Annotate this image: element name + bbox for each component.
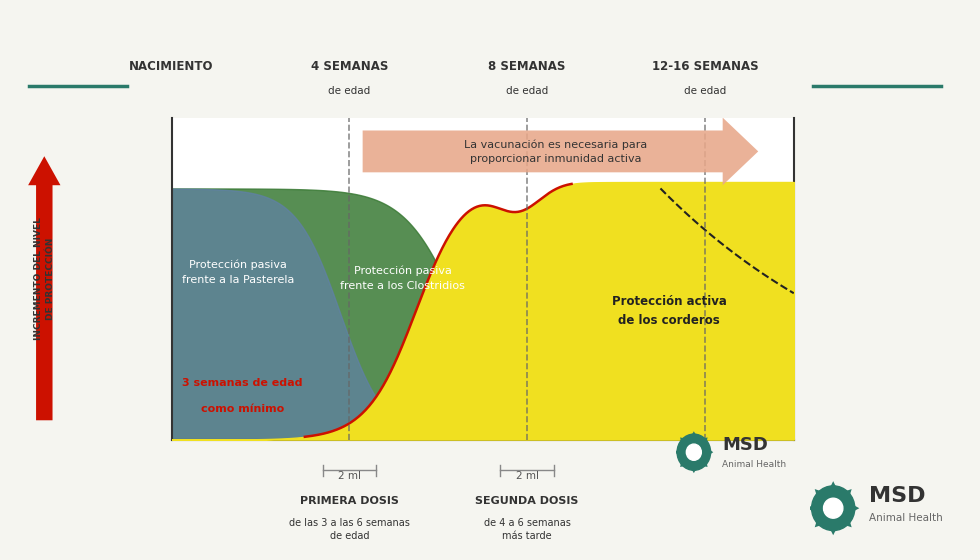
Circle shape [677,434,710,470]
Text: de 4 a 6 semanas
más tarde: de 4 a 6 semanas más tarde [484,518,570,541]
Text: como mínimo: como mínimo [201,404,284,414]
Text: 4 SEMANAS: 4 SEMANAS [311,60,388,73]
Polygon shape [830,529,836,535]
Text: de edad: de edad [506,86,548,96]
Polygon shape [854,505,859,511]
Text: La vacunación es necesaria para
proporcionar inmunidad activa: La vacunación es necesaria para proporci… [465,139,648,164]
Text: 3 semanas de edad: 3 semanas de edad [182,378,303,388]
Text: 12-16 SEMANAS: 12-16 SEMANAS [652,60,759,73]
Text: 2 ml: 2 ml [338,471,361,481]
Circle shape [823,498,843,518]
Polygon shape [363,118,759,185]
Text: de edad: de edad [328,86,370,96]
Text: de las 3 a las 6 semanas
de edad: de las 3 a las 6 semanas de edad [289,518,410,541]
FancyArrow shape [28,156,61,420]
Polygon shape [674,450,678,455]
Text: MSD: MSD [722,436,768,454]
Polygon shape [814,489,821,496]
Text: NACIMIENTO: NACIMIENTO [129,60,214,73]
Text: SEGUNDA DOSIS: SEGUNDA DOSIS [475,496,579,506]
Text: Protección pasiva
frente a los Clostridios: Protección pasiva frente a los Clostridi… [340,266,466,291]
Circle shape [811,486,855,530]
Text: Animal Health: Animal Health [722,460,786,469]
Circle shape [686,444,702,460]
Text: Protección pasiva
frente a la Pasterela: Protección pasiva frente a la Pasterela [182,259,294,285]
Text: de edad: de edad [684,86,726,96]
Polygon shape [680,463,684,467]
Polygon shape [692,469,696,473]
Text: PRIMERA DOSIS: PRIMERA DOSIS [300,496,399,506]
Text: Protección activa
de los corderos: Protección activa de los corderos [612,295,727,327]
Text: 8 SEMANAS: 8 SEMANAS [488,60,565,73]
Polygon shape [830,481,836,487]
Text: INCREMENTO DEL NIVEL
DE PROTECCIÓN: INCREMENTO DEL NIVEL DE PROTECCIÓN [33,217,55,340]
Polygon shape [680,437,684,442]
Polygon shape [704,437,708,442]
Polygon shape [808,505,813,511]
Polygon shape [710,450,713,455]
Polygon shape [846,521,852,528]
Polygon shape [846,489,852,496]
Polygon shape [814,521,821,528]
Text: Animal Health: Animal Health [869,513,943,523]
Text: 2 ml: 2 ml [515,471,539,481]
Polygon shape [692,431,696,435]
Text: MSD: MSD [869,486,926,506]
Polygon shape [704,463,708,467]
